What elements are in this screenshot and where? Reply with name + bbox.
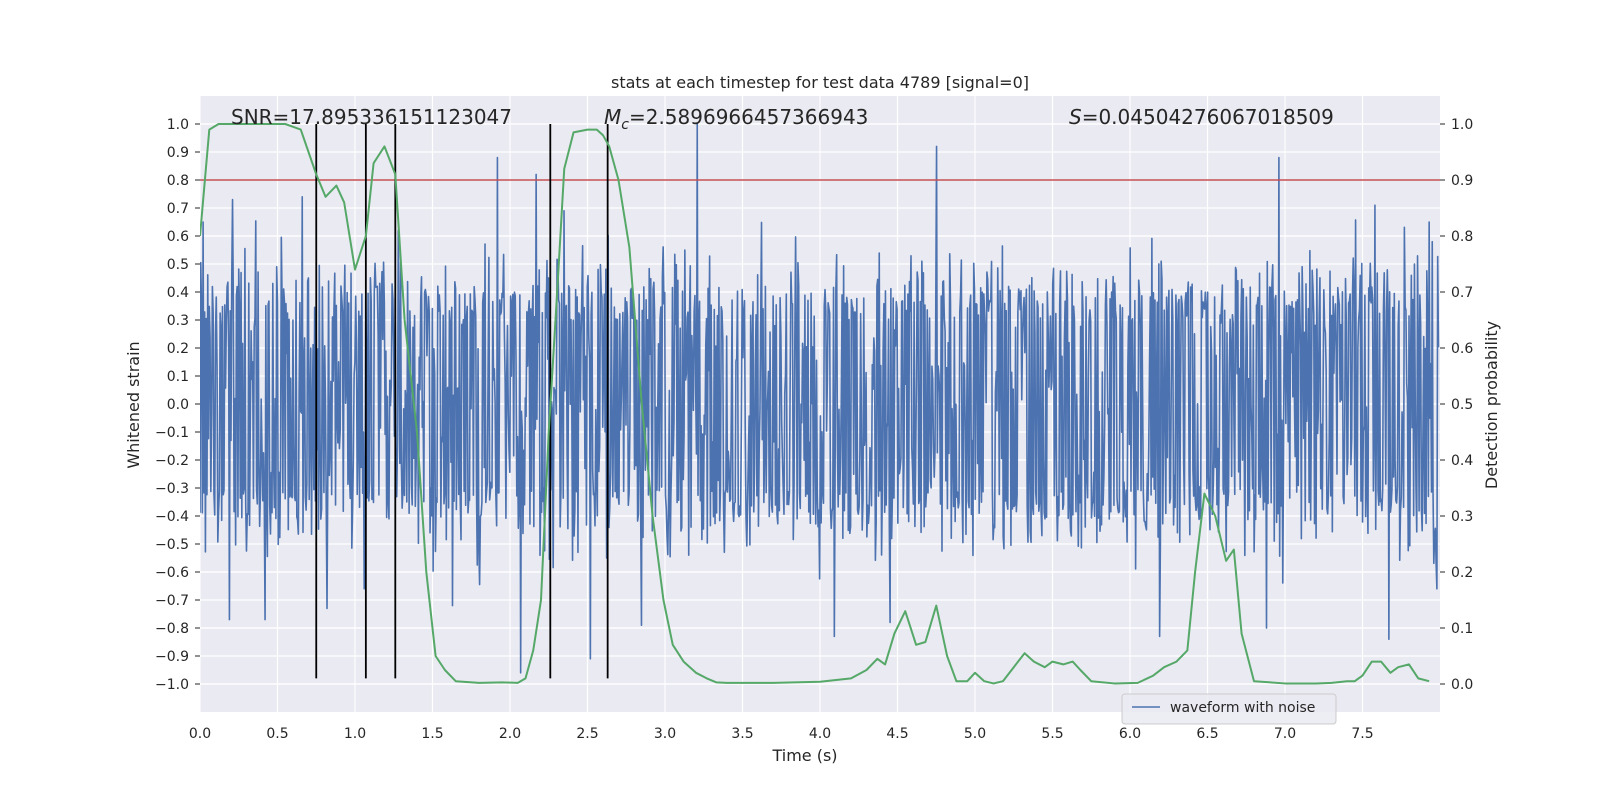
y2-tick-label: 0.9 [1451,173,1473,189]
snr-annotation: SNR=17.895336151123047 [231,105,512,129]
x-axis-label: Time (s) [771,746,837,765]
x-tick-label: 0.0 [189,726,211,742]
y-tick-label: 0.3 [167,313,189,329]
chart-title: stats at each timestep for test data 478… [611,73,1029,92]
x-tick-label: 4.5 [886,726,908,742]
y2-tick-label: 0.6 [1451,341,1473,357]
x-tick-label: 0.5 [266,726,288,742]
waveform-series-line [200,123,1440,674]
y-tick-label: −0.4 [155,509,189,525]
y-tick-label: −0.2 [155,453,189,469]
chirp-mass-value: =2.5896966457366943 [629,105,868,129]
y-tick-label: 0.0 [167,397,189,413]
y-tick-label: −0.3 [155,481,189,497]
x-tick-label: 3.0 [654,726,676,742]
y-tick-label: 0.1 [167,369,189,385]
chirp-mass-annotation: Mc=2.5896966457366943 [604,105,868,133]
x-tick-label: 2.5 [576,726,598,742]
y-tick-label: 0.5 [167,257,189,273]
y2-tick-label: 0.1 [1451,621,1473,637]
y2-tick-label: 0.0 [1451,677,1473,693]
y-axis-label: Whitened strain [124,341,143,468]
x-tick-label: 1.5 [421,726,443,742]
y-tick-label: 0.9 [167,145,189,161]
y-tick-label: −0.9 [155,649,189,665]
y-tick-label: −0.8 [155,621,189,637]
chirp-mass-symbol: M [604,105,621,129]
y-tick-label: 1.0 [167,117,189,133]
s-value: =0.04504276067018509 [1082,105,1334,129]
y-tick-label: −1.0 [155,677,189,693]
x-tick-label: 3.5 [731,726,753,742]
s-symbol: S [1069,105,1082,129]
y2-axis-label: Detection probability [1482,321,1501,489]
x-tick-label: 5.0 [964,726,986,742]
y-tick-label: −0.7 [155,593,189,609]
legend-entry-waveform: waveform with noise [1170,700,1315,716]
y-tick-label: 0.6 [167,229,189,245]
x-tick-label: 2.0 [499,726,521,742]
x-tick-label: 4.0 [809,726,831,742]
x-tick-label: 5.5 [1041,726,1063,742]
x-tick-label: 7.5 [1351,726,1373,742]
x-tick-label: 6.5 [1196,726,1218,742]
y-tick-label: −0.5 [155,537,189,553]
y2-tick-label: 0.7 [1451,285,1473,301]
y-tick-label: 0.7 [167,201,189,217]
y-tick-label: −0.1 [155,425,189,441]
y2-tick-label: 0.2 [1451,565,1473,581]
s-annotation: S=0.04504276067018509 [1069,105,1334,129]
y-tick-label: 0.8 [167,173,189,189]
right-axis-ticks: 1.0 0.9 0.8 0.7 0.6 0.5 0.4 0.3 0.2 0.1 0.0 [1440,117,1473,693]
legend-box [1121,693,1337,725]
legend: waveform with noise [1121,693,1337,725]
y2-tick-label: 0.5 [1451,397,1473,413]
y2-tick-label: 1.0 [1451,117,1473,133]
y-tick-label: −0.6 [155,565,189,581]
y2-tick-label: 0.8 [1451,229,1473,245]
y-tick-label: 0.4 [167,285,189,301]
x-tick-label: 6.0 [1119,726,1141,742]
x-tick-label: 1.0 [344,726,366,742]
chirp-mass-subscript: c [621,117,629,133]
left-axis-ticks: 1.0 0.9 0.8 0.7 0.6 0.5 0.4 0.3 0.2 0.1 0.0 −0.1 −0.… [155,117,200,693]
x-axis-ticks: 0.0 0.5 1.0 1.5 2.0 2.5 3.0 3.5 4.0 4.5 5.0 5.5 6.0 6… [189,726,1374,742]
detection-probability-line [200,123,1430,685]
x-tick-label: 7.0 [1274,726,1296,742]
y2-tick-label: 0.4 [1451,453,1473,469]
y-tick-label: 0.2 [167,341,189,357]
y2-tick-label: 0.3 [1451,509,1473,525]
